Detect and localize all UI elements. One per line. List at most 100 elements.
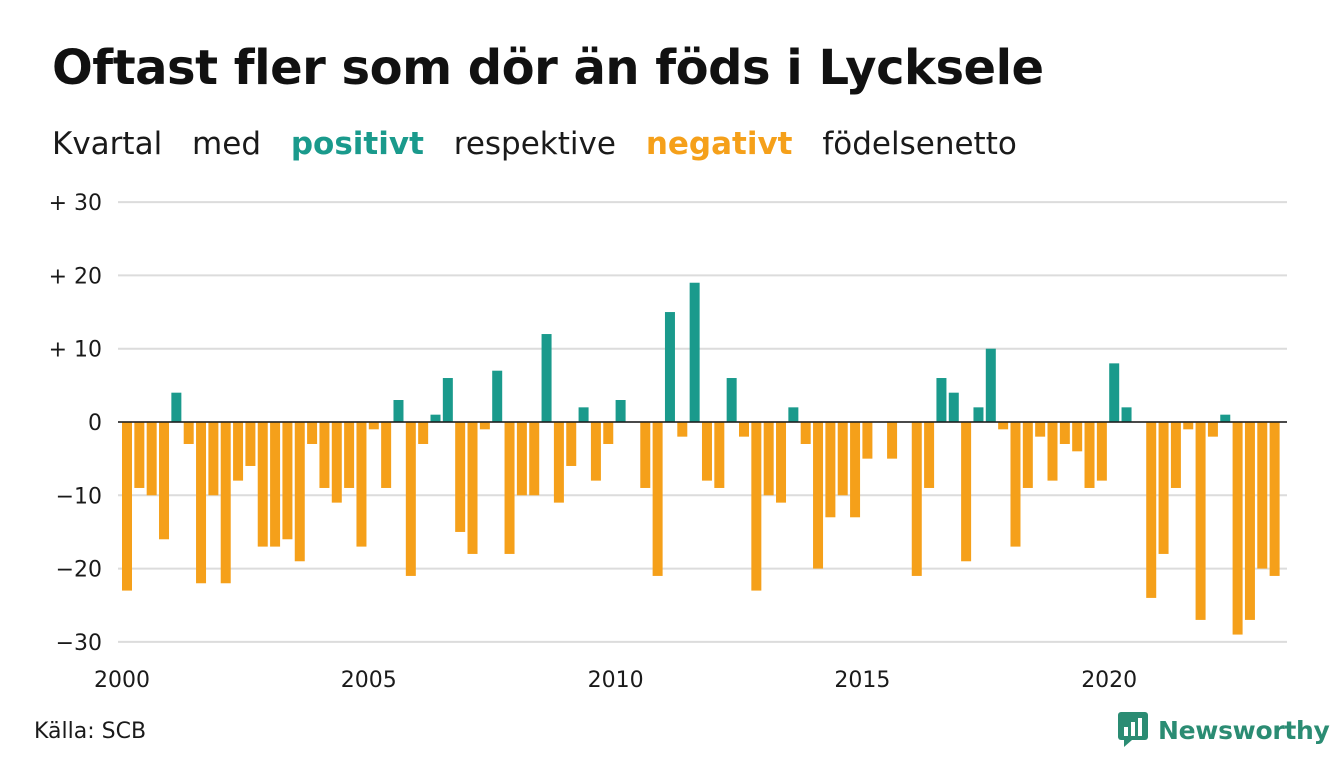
bar	[1207, 422, 1218, 437]
bar	[1022, 422, 1033, 488]
bar	[1183, 422, 1194, 430]
bar	[553, 422, 564, 503]
bar	[1096, 422, 1107, 481]
bar	[714, 422, 725, 488]
y-tick-label: −20	[56, 558, 102, 583]
bar	[739, 422, 749, 437]
bar	[430, 414, 441, 422]
bar	[356, 422, 367, 547]
bar	[911, 422, 922, 576]
bar	[516, 422, 527, 496]
bar	[1146, 422, 1157, 598]
bar	[985, 348, 996, 422]
bar	[1269, 422, 1280, 576]
bar	[541, 334, 552, 422]
bar	[1072, 422, 1083, 452]
bar	[294, 422, 305, 562]
bar	[220, 422, 231, 584]
bar	[1244, 422, 1255, 620]
bar	[529, 422, 540, 496]
bar	[344, 422, 355, 488]
brand-logo: Newsworthy	[1118, 712, 1330, 748]
bar	[455, 422, 466, 532]
bar	[640, 422, 651, 488]
bar	[936, 378, 947, 422]
bar	[146, 422, 157, 496]
y-tick-label: −10	[56, 484, 102, 509]
bar	[467, 422, 478, 554]
bar	[331, 422, 342, 503]
bar	[307, 422, 318, 444]
bar	[850, 422, 861, 518]
subtitle-positive: positivt	[290, 126, 424, 162]
bar	[973, 407, 984, 422]
bar	[319, 422, 330, 488]
bar	[800, 422, 811, 444]
newsworthy-logo-icon	[1118, 712, 1148, 747]
chart-title: Oftast fler som dör än föds i Lycksele	[52, 40, 1044, 96]
bar	[862, 422, 873, 459]
subtitle-word: födelsenetto	[822, 126, 1017, 162]
bar	[1059, 422, 1070, 444]
bar	[701, 422, 712, 481]
x-tick-label: 2005	[341, 668, 397, 693]
bar	[1047, 422, 1058, 481]
bar	[1084, 422, 1095, 488]
bar	[479, 422, 490, 430]
bar	[837, 422, 848, 496]
bar	[1109, 363, 1120, 422]
y-axis-labels: + 30 + 20 + 10 0 −10 −20 −30	[49, 191, 102, 656]
bar	[245, 422, 256, 466]
bar	[270, 422, 281, 547]
bar	[418, 422, 429, 444]
y-tick-label: + 20	[49, 264, 102, 289]
bar	[368, 422, 379, 430]
bar	[726, 378, 737, 422]
bar	[1257, 422, 1268, 569]
bar	[998, 422, 1009, 430]
bars	[118, 282, 1287, 635]
bar	[763, 422, 774, 496]
bar	[442, 378, 453, 422]
bar	[566, 422, 577, 466]
bar	[196, 422, 207, 584]
bar	[813, 422, 824, 569]
x-tick-label: 2010	[588, 668, 644, 693]
bar	[603, 422, 614, 444]
x-tick-label: 2015	[834, 668, 890, 693]
x-axis-labels: 2000 2005 2010 2015 2020	[94, 668, 1137, 693]
bar	[1010, 422, 1021, 547]
bar	[504, 422, 515, 554]
bar	[788, 407, 799, 422]
y-tick-label: −30	[56, 631, 102, 656]
subtitle-word: Kvartal	[52, 126, 163, 162]
bar	[664, 312, 675, 422]
source-note: Källa: SCB	[34, 719, 147, 744]
bar	[689, 282, 700, 422]
x-tick-label: 2000	[94, 668, 150, 693]
bar	[282, 422, 293, 540]
bar	[677, 422, 688, 437]
bar	[1195, 422, 1206, 620]
bar	[134, 422, 145, 488]
bar	[751, 422, 762, 591]
bar	[257, 422, 268, 547]
bar	[776, 422, 787, 503]
bar	[405, 422, 416, 576]
bar	[1232, 422, 1243, 635]
bar	[825, 422, 836, 518]
bar	[590, 422, 601, 481]
bar	[1170, 422, 1181, 488]
bar	[578, 407, 589, 422]
y-tick-label: + 10	[49, 338, 102, 363]
bar	[887, 422, 898, 459]
bar	[924, 422, 935, 488]
bar	[961, 422, 972, 562]
bar	[171, 392, 182, 422]
bar	[233, 422, 244, 481]
subtitle-word: med	[192, 126, 261, 162]
subtitle-negative: negativt	[645, 126, 793, 162]
bar	[492, 370, 503, 422]
bar	[948, 392, 959, 422]
